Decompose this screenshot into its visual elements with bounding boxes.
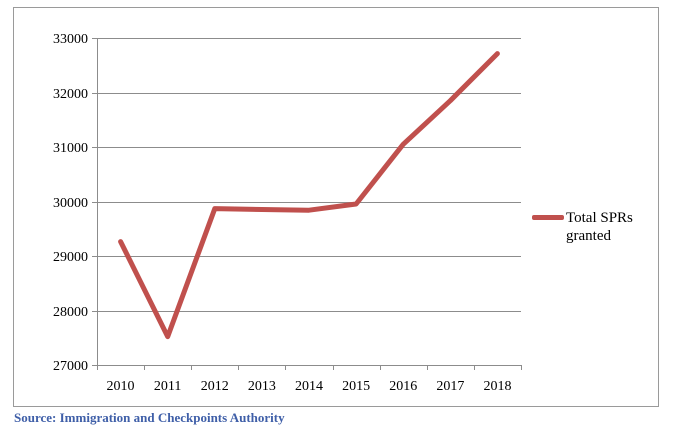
axes bbox=[92, 38, 522, 370]
x-tick-label: 2014 bbox=[295, 379, 323, 394]
gridlines bbox=[97, 38, 521, 312]
x-tick-label: 2016 bbox=[389, 379, 417, 394]
legend-label: Total SPRs granted bbox=[566, 210, 633, 244]
y-tick-label: 33000 bbox=[53, 32, 88, 47]
series-lines bbox=[118, 51, 500, 340]
legend-swatch bbox=[532, 215, 564, 220]
x-tick-label: 2012 bbox=[201, 379, 229, 394]
source-note: Source: Immigration and Checkpoints Auth… bbox=[14, 410, 285, 425]
y-tick-labels: 27000 28000 29000 30000 31000 32000 33000 bbox=[53, 32, 88, 374]
x-tick-label: 2013 bbox=[248, 379, 276, 394]
x-tick-label: 2015 bbox=[342, 379, 370, 394]
x-tick-label: 2010 bbox=[107, 379, 135, 394]
y-tick-label: 31000 bbox=[53, 141, 88, 156]
y-tick-label: 30000 bbox=[53, 196, 88, 211]
x-tick-label: 2017 bbox=[436, 379, 464, 394]
y-tick-label: 32000 bbox=[53, 87, 88, 102]
y-tick-label: 28000 bbox=[53, 305, 88, 320]
series-line bbox=[118, 51, 500, 340]
y-tick-label: 27000 bbox=[53, 359, 88, 374]
x-tick-labels: 2010 2011 2012 2013 2014 2015 2016 2017 2018 bbox=[107, 379, 512, 394]
y-tick-label: 29000 bbox=[53, 250, 88, 265]
x-tick-label: 2011 bbox=[154, 379, 181, 394]
x-tick-label: 2018 bbox=[483, 379, 511, 394]
